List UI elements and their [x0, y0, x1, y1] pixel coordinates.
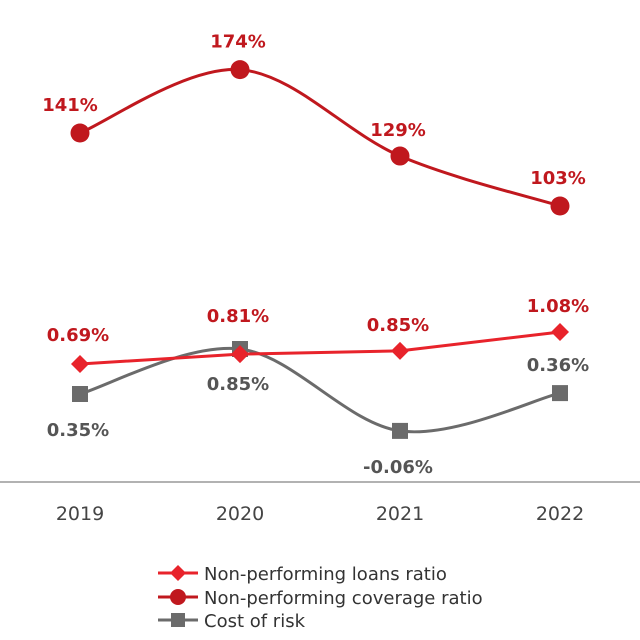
x-axis-ticks: 2019 2020 2021 2022: [56, 503, 584, 525]
square-marker-icon: [171, 613, 185, 627]
series-line-coverage-ratio: [78, 68, 562, 208]
data-label-cost-of-risk: 0.36%: [527, 355, 589, 376]
data-label-cost-of-risk: 0.35%: [47, 420, 109, 441]
data-point-cost-of-risk: [72, 386, 88, 402]
data-labels: 0.35% 0.85% -0.06% 0.36% 0.69% 0.81% 0.85% 1.08…: [42, 32, 589, 478]
data-point-cost-of-risk: [392, 422, 408, 439]
diamond-marker-icon: [170, 565, 186, 581]
data-label-coverage-ratio: 141%: [42, 95, 98, 116]
data-point-npl-ratio: [71, 355, 89, 373]
data-point-coverage-ratio: [550, 196, 570, 216]
legend-label: Cost of risk: [204, 611, 306, 632]
legend: Non-performing loans ratio Non-performin…: [158, 564, 483, 632]
x-tick-label: 2019: [56, 503, 104, 525]
legend-label: Non-performing loans ratio: [204, 564, 447, 585]
data-label-npl-ratio: 1.08%: [527, 296, 589, 317]
data-point-npl-ratio: [551, 323, 569, 341]
data-point-npl-ratio: [391, 341, 409, 360]
data-label-cost-of-risk: 0.85%: [207, 374, 269, 395]
data-point-cost-of-risk: [552, 385, 568, 402]
x-tick-label: 2022: [536, 503, 584, 525]
legend-item-npl-ratio: Non-performing loans ratio: [158, 564, 447, 585]
legend-item-cost-of-risk: Cost of risk: [158, 611, 306, 632]
data-label-cost-of-risk: -0.06%: [363, 457, 433, 478]
data-label-npl-ratio: 0.81%: [207, 306, 269, 327]
data-point-coverage-ratio: [390, 146, 410, 166]
series-line-npl-ratio: [78, 330, 562, 366]
x-tick-label: 2021: [376, 503, 424, 525]
data-label-coverage-ratio: 103%: [530, 168, 586, 189]
x-tick-label: 2020: [216, 503, 264, 525]
circle-marker-icon: [170, 589, 186, 605]
series-layer: [70, 60, 570, 439]
series-line-cost-of-risk: [78, 346, 562, 434]
data-point-coverage-ratio: [70, 123, 90, 143]
data-label-coverage-ratio: 129%: [370, 120, 426, 141]
data-label-npl-ratio: 0.85%: [367, 315, 429, 336]
legend-label: Non-performing coverage ratio: [204, 588, 483, 609]
data-point-coverage-ratio: [230, 60, 250, 80]
data-label-npl-ratio: 0.69%: [47, 325, 109, 346]
legend-item-coverage-ratio: Non-performing coverage ratio: [158, 588, 483, 609]
data-point-npl-ratio: [231, 345, 249, 364]
data-label-coverage-ratio: 174%: [210, 32, 266, 53]
